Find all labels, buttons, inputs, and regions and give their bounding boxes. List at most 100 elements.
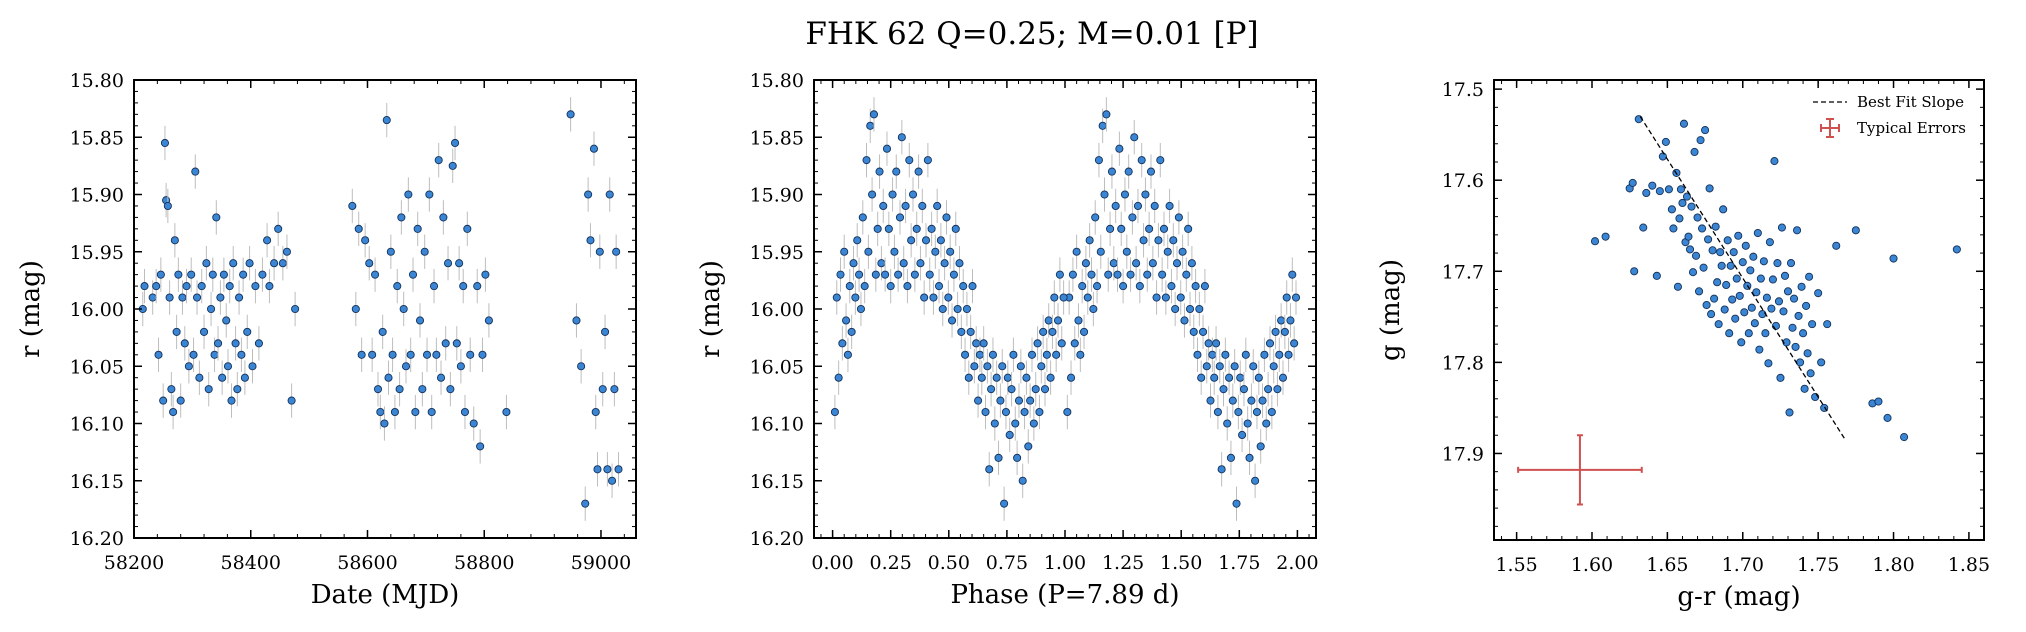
data-point (436, 373, 446, 382)
data-point (866, 121, 875, 130)
y-tick-label: 15.95 (750, 242, 804, 264)
data-point (1776, 373, 1785, 382)
data-point (365, 259, 374, 268)
data-point (1245, 453, 1254, 462)
data-point (1044, 316, 1053, 325)
data-point (408, 270, 418, 279)
data-point (1046, 373, 1055, 382)
data-point (204, 385, 213, 394)
data-point (178, 293, 187, 302)
data-point (1664, 185, 1673, 194)
data-point (1174, 213, 1183, 222)
data-point (1189, 327, 1198, 336)
data-point (1889, 254, 1898, 263)
data-point (923, 156, 932, 165)
data-point (944, 293, 953, 302)
y-tick-label: 16.00 (750, 299, 804, 321)
x-tick-label: 58800 (454, 552, 514, 574)
data-point (233, 385, 242, 394)
data-point (1137, 156, 1146, 165)
y-tick-label: 16.15 (750, 471, 804, 493)
data-point (1070, 339, 1079, 348)
data-point (237, 350, 246, 359)
data-point (1238, 430, 1247, 440)
data-point (1215, 362, 1224, 371)
data-point (897, 133, 906, 142)
data-point (189, 350, 198, 359)
data-point (1823, 320, 1832, 329)
color-magnitude-ylabel: g (mag) (1376, 259, 1406, 361)
y-tick-label: 16.05 (750, 356, 804, 378)
data-point (180, 339, 189, 348)
data-point (1000, 499, 1009, 508)
data-point (1150, 201, 1159, 210)
data-point (376, 407, 385, 417)
data-point (413, 224, 422, 233)
legend-error-label: Typical Errors (1857, 119, 1966, 137)
data-point (934, 282, 944, 291)
data-point (849, 259, 858, 268)
data-point (1171, 304, 1180, 314)
x-tick-label: 58600 (337, 552, 397, 574)
data-point (1648, 181, 1657, 190)
data-point (210, 350, 219, 359)
data-point (1707, 310, 1716, 319)
data-point (455, 259, 464, 268)
data-point (1699, 263, 1708, 272)
data-point (390, 407, 399, 417)
data-point (427, 407, 436, 417)
data-point (156, 270, 165, 279)
data-point (1696, 136, 1705, 145)
data-point (1806, 369, 1815, 378)
data-point (1732, 274, 1741, 283)
data-point (964, 373, 973, 382)
data-point (836, 270, 845, 279)
data-point (1007, 385, 1016, 394)
data-point (1669, 224, 1678, 233)
lightcurve-ylabel: r (mag) (16, 260, 46, 358)
data-point (1080, 327, 1089, 336)
data-point (243, 327, 252, 336)
data-point (1052, 350, 1061, 359)
data-point (476, 442, 485, 451)
data-point (1755, 345, 1764, 354)
x-tick-label: 0.75 (986, 552, 1028, 574)
data-point (1145, 224, 1154, 233)
data-point (159, 396, 168, 405)
data-point (990, 419, 999, 428)
data-point (847, 327, 856, 336)
data-point (386, 247, 395, 256)
data-point (1096, 247, 1105, 256)
data-point (940, 259, 949, 268)
data-point (1184, 224, 1193, 233)
data-point (1714, 320, 1723, 329)
data-point (1639, 223, 1648, 232)
y-tick-label: 16.10 (750, 414, 804, 436)
data-point (1159, 224, 1169, 233)
data-point (212, 213, 221, 222)
data-point (962, 304, 971, 314)
color-magnitude-ticks: 1.55 1.60 1.65 1.70 1.75 1.80 1.85 17.5 17.6 17.7… (1442, 79, 1990, 576)
data-point (1039, 327, 1048, 336)
data-point (879, 201, 888, 210)
data-point (1264, 385, 1273, 394)
data-point (1130, 133, 1139, 142)
data-point (1195, 304, 1204, 314)
data-point (957, 327, 966, 336)
data-point (1770, 157, 1779, 166)
data-point (920, 293, 929, 302)
data-point (1104, 270, 1113, 279)
data-point (218, 373, 227, 382)
data-point (222, 316, 231, 325)
data-point (1687, 202, 1696, 211)
data-point (1601, 232, 1610, 241)
data-point (1210, 373, 1219, 382)
data-point (1100, 190, 1109, 199)
phased-ylabel: r (mag) (696, 260, 726, 358)
data-point (1282, 293, 1291, 302)
data-point (1247, 396, 1256, 405)
data-point (258, 270, 267, 279)
data-point (985, 465, 994, 474)
data-point (208, 270, 217, 279)
